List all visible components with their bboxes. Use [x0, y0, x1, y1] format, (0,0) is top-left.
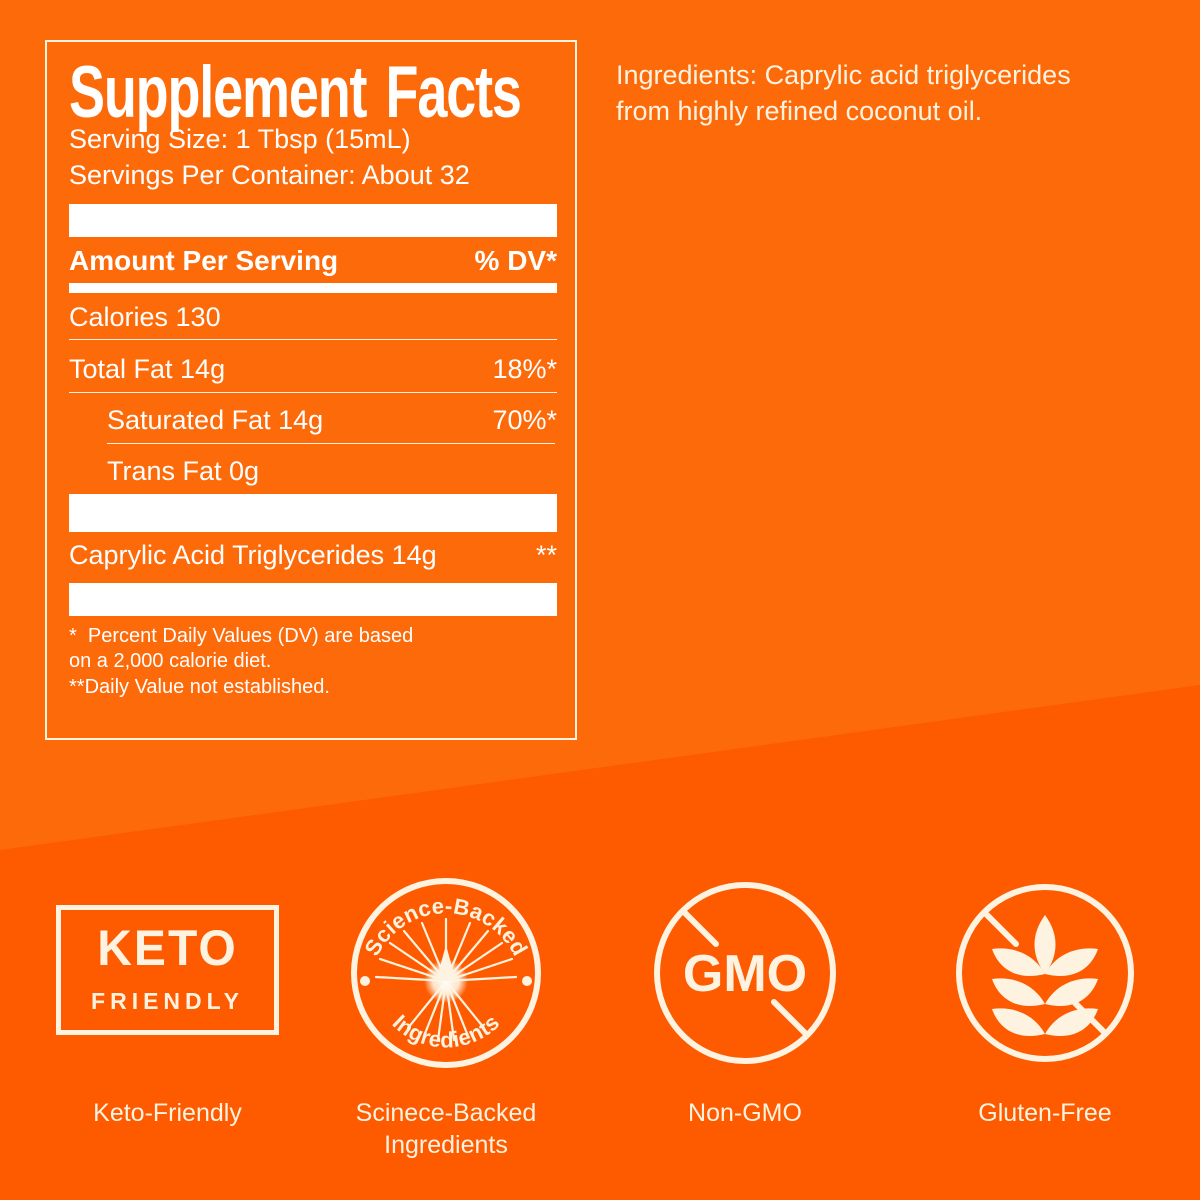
svg-text:Ingredients: Ingredients — [388, 1009, 504, 1052]
svg-text:GMO: GMO — [683, 945, 807, 1003]
